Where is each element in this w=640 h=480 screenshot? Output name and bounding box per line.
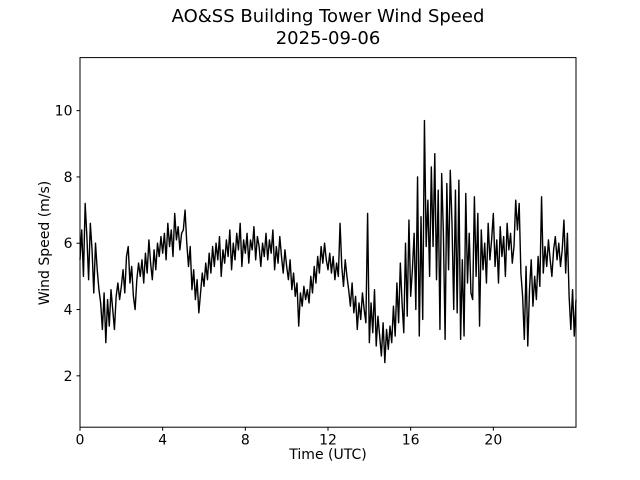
x-tick-label: 4 — [158, 433, 167, 449]
x-tick-label: 8 — [241, 433, 250, 449]
x-tick-label: 16 — [402, 433, 420, 449]
x-tick-label: 0 — [76, 433, 85, 449]
y-tick-label: 2 — [64, 369, 73, 385]
chart-title: AO&SS Building Tower Wind Speed — [171, 6, 485, 27]
wind-speed-line — [79, 119, 577, 364]
x-axis-label: Time (UTC) — [289, 447, 367, 463]
x-tick-label: 20 — [484, 433, 502, 449]
y-tick-label: 4 — [64, 303, 73, 319]
y-tick-label: 8 — [64, 170, 73, 186]
y-tick-label: 6 — [64, 236, 73, 252]
y-tick-label: 10 — [55, 104, 73, 120]
chart-subtitle: 2025-09-06 — [275, 28, 381, 49]
line-layer — [79, 119, 577, 364]
x-tick-label: 12 — [319, 433, 337, 449]
